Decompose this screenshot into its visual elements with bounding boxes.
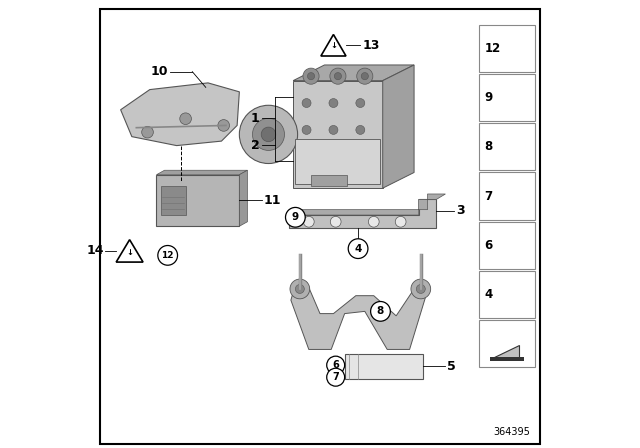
Text: ↓: ↓	[330, 41, 337, 50]
Bar	[479, 320, 535, 367]
Text: 9: 9	[484, 91, 493, 104]
Bar	[490, 357, 524, 361]
Text: ↓: ↓	[126, 248, 133, 257]
Circle shape	[329, 125, 338, 134]
Circle shape	[302, 99, 311, 108]
Text: 13: 13	[362, 39, 380, 52]
Circle shape	[252, 118, 285, 151]
Bar	[157, 175, 239, 226]
Circle shape	[411, 279, 431, 299]
Bar	[345, 354, 423, 379]
Text: 10: 10	[150, 65, 168, 78]
Bar	[296, 138, 380, 184]
Text: 12: 12	[484, 42, 500, 55]
Bar	[311, 175, 347, 186]
Bar	[479, 74, 535, 121]
Bar	[479, 123, 535, 170]
Circle shape	[369, 216, 379, 227]
Circle shape	[307, 73, 315, 80]
Circle shape	[330, 68, 346, 84]
Polygon shape	[493, 345, 520, 358]
Circle shape	[334, 73, 342, 80]
Circle shape	[416, 284, 426, 293]
Circle shape	[330, 216, 341, 227]
Polygon shape	[121, 83, 239, 146]
Circle shape	[285, 207, 305, 227]
Circle shape	[327, 368, 344, 386]
Circle shape	[356, 99, 365, 108]
Bar	[479, 172, 535, 220]
Circle shape	[356, 68, 373, 84]
Polygon shape	[289, 199, 436, 228]
Text: 4: 4	[355, 244, 362, 254]
Polygon shape	[293, 65, 414, 81]
Circle shape	[303, 216, 314, 227]
Text: 5: 5	[447, 359, 456, 373]
Bar	[479, 271, 535, 318]
Circle shape	[158, 246, 177, 265]
Circle shape	[261, 127, 276, 142]
Text: 7: 7	[484, 190, 493, 202]
Text: 12: 12	[161, 251, 174, 260]
Circle shape	[371, 302, 390, 321]
Text: 2: 2	[251, 138, 260, 152]
Bar	[479, 222, 535, 269]
Text: 4: 4	[484, 288, 493, 301]
Circle shape	[396, 216, 406, 227]
Circle shape	[361, 73, 369, 80]
Circle shape	[239, 105, 298, 164]
Text: 8: 8	[484, 140, 493, 153]
Text: 6: 6	[332, 360, 339, 370]
Polygon shape	[383, 65, 414, 188]
Polygon shape	[291, 282, 425, 349]
Circle shape	[141, 126, 154, 138]
Text: 14: 14	[86, 244, 104, 258]
Polygon shape	[116, 240, 143, 262]
Polygon shape	[239, 170, 248, 226]
Circle shape	[327, 356, 344, 374]
Text: 7: 7	[332, 372, 339, 382]
Bar	[479, 25, 535, 72]
Text: 6: 6	[484, 239, 493, 252]
Circle shape	[218, 120, 230, 131]
Circle shape	[348, 239, 368, 258]
Circle shape	[296, 284, 305, 293]
Circle shape	[356, 125, 365, 134]
Polygon shape	[157, 170, 248, 175]
Circle shape	[180, 113, 191, 125]
Text: 8: 8	[377, 306, 384, 316]
Polygon shape	[293, 81, 383, 188]
Circle shape	[302, 125, 311, 134]
Text: 364395: 364395	[493, 427, 531, 437]
Text: 3: 3	[457, 204, 465, 217]
Circle shape	[329, 99, 338, 108]
Circle shape	[303, 68, 319, 84]
Polygon shape	[289, 194, 445, 215]
Text: 9: 9	[292, 212, 299, 222]
Text: 1: 1	[251, 112, 260, 125]
Text: 11: 11	[264, 194, 282, 207]
Circle shape	[290, 279, 310, 299]
Bar	[161, 186, 186, 215]
Polygon shape	[321, 34, 346, 56]
